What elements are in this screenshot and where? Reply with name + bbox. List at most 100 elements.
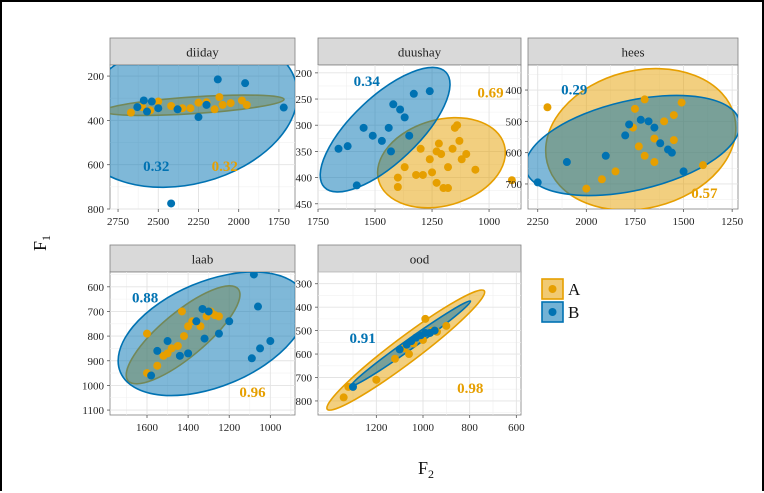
data-point-B [194, 113, 203, 122]
data-point-A [432, 178, 441, 187]
data-point-B [198, 304, 207, 313]
data-point-B [225, 317, 234, 326]
correlation-label-A: 0.69 [477, 85, 503, 101]
data-point-A [640, 151, 649, 160]
facet-strip [527, 37, 739, 66]
data-point-A [611, 167, 620, 176]
ellipse-B [319, 66, 451, 193]
data-point-A [677, 98, 686, 107]
data-point-A [186, 104, 195, 113]
data-point-A [393, 173, 402, 182]
data-point-A [173, 341, 182, 350]
data-point-B [241, 79, 250, 88]
data-point-A [237, 96, 246, 105]
data-point-A [471, 165, 480, 174]
data-point-B [202, 100, 211, 109]
y-tick-label: 400 [506, 85, 523, 97]
data-point-A [434, 139, 443, 148]
data-point-B [396, 105, 405, 114]
correlation-label-B: 0.88 [132, 291, 158, 307]
data-layer [528, 67, 738, 209]
data-point-A [630, 104, 639, 113]
facet-panel-hees: hees 2250 2000 1750 1500 1250 400 500 600 700 0.57… [506, 37, 744, 228]
data-point-B [147, 371, 156, 380]
x-tick-label: 1000 [259, 422, 282, 434]
data-point-B [656, 139, 665, 148]
data-point-A [442, 321, 451, 330]
y-tick-label: 400 [88, 115, 105, 127]
y-tick-label: 1000 [82, 380, 105, 392]
y-tick-label: 700 [296, 372, 313, 384]
y-tick-label: 450 [296, 199, 313, 211]
facet-title: laab [192, 252, 214, 267]
data-point-B [349, 382, 357, 391]
data-point-A [126, 108, 135, 117]
data-point-A [444, 163, 453, 172]
data-point-A [448, 144, 457, 153]
y-tick-label: 800 [296, 396, 313, 408]
correlation-label-A: 0.96 [239, 385, 266, 401]
data-point-B [625, 120, 634, 129]
y-tick-label: 300 [296, 279, 313, 291]
data-point-A [444, 184, 453, 193]
x-tick-label: 1750 [268, 216, 291, 228]
correlation-label-B: 0.34 [354, 74, 381, 90]
data-point-B [389, 100, 398, 109]
data-point-B [153, 346, 162, 355]
data-point-A [215, 93, 224, 102]
x-tick-label: 1500 [673, 216, 696, 228]
data-point-B [359, 123, 368, 132]
data-point-B [256, 344, 265, 353]
data-point-B [163, 337, 172, 346]
data-point-B [192, 317, 201, 326]
y-tick-label: 600 [296, 349, 313, 361]
data-point-A [210, 105, 219, 114]
legend-point-B [548, 308, 557, 316]
data-point-A [650, 158, 659, 167]
data-point-A [634, 142, 643, 151]
data-layer [319, 66, 516, 209]
data-point-A [507, 176, 516, 185]
data-point-B [601, 151, 610, 160]
x-tick-label: 1200 [365, 422, 388, 434]
facet-title: hees [621, 45, 644, 60]
data-point-A [418, 170, 427, 179]
data-point-B [562, 158, 571, 167]
facet-panel-duushay: duushay 1750 1500 1250 1000 200 250 300 350 400 45… [296, 37, 522, 228]
data-point-B [213, 75, 222, 84]
x-tick-label: 2250 [187, 216, 210, 228]
y-tick-label: 600 [506, 148, 523, 160]
data-point-A [214, 312, 223, 321]
data-point-A [218, 100, 227, 109]
x-tick-label: 2250 [527, 216, 550, 228]
data-point-A [421, 314, 430, 323]
x-tick-label: 1750 [624, 216, 647, 228]
data-point-B [279, 103, 288, 112]
data-layer [110, 65, 295, 208]
data-point-B [644, 117, 653, 126]
data-point-A [453, 121, 462, 130]
data-point-B [143, 107, 151, 116]
data-point-B [254, 302, 262, 311]
data-point-B [400, 113, 409, 122]
data-point-A [154, 97, 163, 106]
data-point-A [428, 168, 437, 177]
x-tick-label: 1200 [218, 422, 241, 434]
x-tick-label: 1250 [721, 216, 744, 228]
data-point-B [386, 147, 395, 156]
data-point-A [163, 349, 172, 358]
data-point-B [667, 148, 676, 157]
y-tick-label: 200 [296, 68, 313, 80]
data-layer [326, 289, 486, 411]
data-point-A [457, 155, 466, 164]
data-point-B [214, 329, 223, 338]
data-point-B [384, 123, 393, 132]
data-point-B [200, 334, 209, 343]
y-tick-label: 300 [296, 120, 313, 132]
correlation-label-A: 0.32 [212, 159, 238, 175]
y-tick-label: 500 [296, 326, 313, 338]
data-point-A [597, 175, 606, 184]
data-point-B [175, 351, 184, 360]
data-point-A [669, 136, 678, 145]
